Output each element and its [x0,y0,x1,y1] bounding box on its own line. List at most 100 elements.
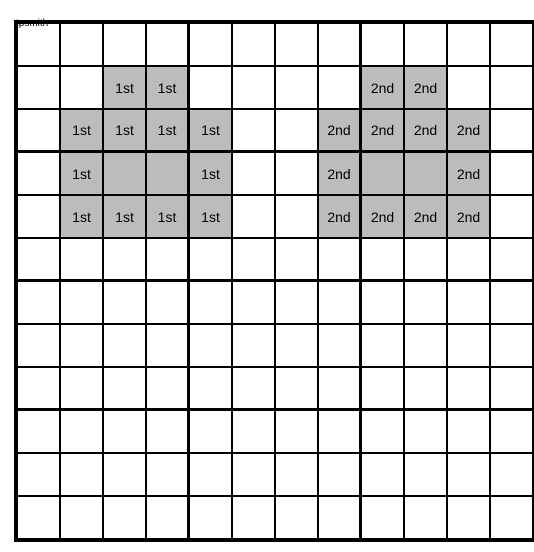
grid-cell [146,152,189,195]
grid-cell [490,109,533,152]
grid-cell [146,453,189,496]
grid-cell [447,23,490,66]
grid-cell [146,496,189,539]
grid-cell [232,238,275,281]
grid-cell [103,324,146,367]
grid-cell: 1st [60,152,103,195]
grid-cell [60,324,103,367]
grid-cell: 1st [60,195,103,238]
grid-cell [404,281,447,324]
grid-cell [60,367,103,410]
grid-cell [490,23,533,66]
grid-cell [60,453,103,496]
grid-cell [103,281,146,324]
grid-cell [318,496,361,539]
grid-cell: 2nd [447,152,490,195]
grid-cell [361,453,404,496]
grid-cell [447,281,490,324]
grid-cell: 2nd [361,109,404,152]
grid-cell [447,410,490,453]
grid-cell [404,453,447,496]
grid-cell [404,238,447,281]
grid-cell: 2nd [447,109,490,152]
grid-cell [232,66,275,109]
grid-cell [490,410,533,453]
grid-cell [232,281,275,324]
grid-cell [17,238,60,281]
grid-cell [490,66,533,109]
grid-cell [103,410,146,453]
grid-cell: 2nd [361,195,404,238]
grid-cell [404,367,447,410]
grid-cell [275,238,318,281]
grid-cell [232,453,275,496]
grid-cell [146,23,189,66]
grid-cell [490,453,533,496]
grid-cell [318,410,361,453]
grid-cell [232,23,275,66]
grid-cell [490,281,533,324]
grid-cell: 2nd [404,109,447,152]
grid-cell [447,453,490,496]
grid-cell [232,324,275,367]
grid-cell [232,152,275,195]
grid-cell: 2nd [318,195,361,238]
grid-cell [103,496,146,539]
grid-cell [361,23,404,66]
grid-cell [60,410,103,453]
grid-cell [17,109,60,152]
grid-cell: 2nd [318,109,361,152]
grid-cell [275,109,318,152]
grid-cell: 1st [189,152,232,195]
grid-cell [189,23,232,66]
grid-cell [275,195,318,238]
grid-cell: 2nd [318,152,361,195]
grid-cell [490,195,533,238]
grid-cell [103,152,146,195]
grid-cell [447,367,490,410]
grid-cell [361,281,404,324]
grid-cell [232,367,275,410]
grid-cell [318,453,361,496]
grid-cell [361,152,404,195]
grid-cell [318,281,361,324]
grid-cell [17,367,60,410]
grid-cell [361,324,404,367]
grid-cell [17,66,60,109]
grid-cell [103,453,146,496]
grid-cell [189,410,232,453]
grid-cell [318,367,361,410]
grid-cell: 1st [189,109,232,152]
grid-cell [490,324,533,367]
grid-cell: 2nd [447,195,490,238]
grid-cell [189,453,232,496]
grid-cell [189,238,232,281]
grid-cell [189,496,232,539]
grid-cell [447,324,490,367]
puzzle-grid: 1st1st2nd2nd1st1st1st1st2nd2nd2nd2nd1st1… [14,20,534,542]
grid-cell [318,66,361,109]
grid-cell [232,195,275,238]
grid-cell [17,324,60,367]
grid-cell [103,23,146,66]
grid-cell [318,23,361,66]
grid-cell [60,238,103,281]
grid-cell [404,410,447,453]
grid-cell [404,23,447,66]
grid-cell: 1st [103,109,146,152]
grid-cell [17,23,60,66]
grid-cell [17,195,60,238]
grid-cell [447,496,490,539]
grid-cell [447,238,490,281]
grid-cell [275,410,318,453]
grid-cell [146,238,189,281]
grid-cell [146,281,189,324]
grid-cell: 1st [146,109,189,152]
grid-cell [318,238,361,281]
grid-cell [60,23,103,66]
grid-cell [275,453,318,496]
grid-cell [232,410,275,453]
grid-cell [361,410,404,453]
grid-cell [17,152,60,195]
grid-cell [275,152,318,195]
